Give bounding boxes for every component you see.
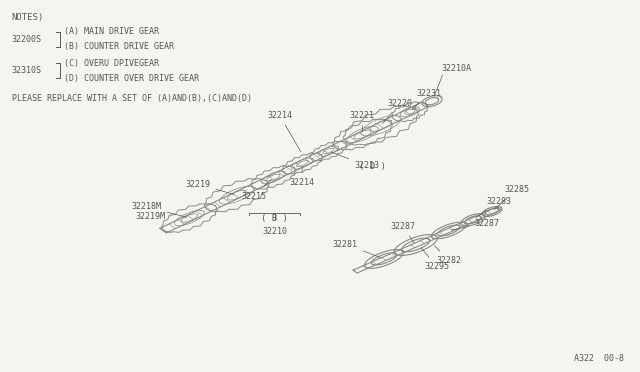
Text: 32219: 32219 <box>186 180 234 195</box>
Text: 32283: 32283 <box>476 197 511 218</box>
Text: 32214: 32214 <box>289 166 314 187</box>
Text: 32285: 32285 <box>494 185 530 210</box>
Text: (B) COUNTER DRIVE GEAR: (B) COUNTER DRIVE GEAR <box>64 42 174 51</box>
Text: 32221: 32221 <box>350 112 375 132</box>
Text: 32210: 32210 <box>262 227 287 236</box>
Text: 32231: 32231 <box>412 89 441 110</box>
Text: PLEASE REPLACE WITH A SET OF (A)AND(B),(C)AND(D): PLEASE REPLACE WITH A SET OF (A)AND(B),(… <box>12 94 252 103</box>
Text: 32287: 32287 <box>452 218 499 230</box>
Text: 32219M: 32219M <box>135 212 171 221</box>
Text: ( B ): ( B ) <box>262 214 288 223</box>
Text: 32213: 32213 <box>331 152 379 170</box>
Text: 32310S: 32310S <box>12 66 42 75</box>
Text: 32282: 32282 <box>435 246 462 265</box>
Text: (A) MAIN DRIVE GEAR: (A) MAIN DRIVE GEAR <box>64 27 159 36</box>
Text: 32281: 32281 <box>333 240 381 258</box>
Text: (D) COUNTER OVER DRIVE GEAR: (D) COUNTER OVER DRIVE GEAR <box>64 74 199 83</box>
Text: 32210A: 32210A <box>442 64 472 73</box>
Text: 32295: 32295 <box>421 248 449 271</box>
Text: 32220: 32220 <box>383 99 412 124</box>
Text: A322  00-8: A322 00-8 <box>574 355 624 363</box>
Text: 32214: 32214 <box>267 111 301 152</box>
Text: 32218M: 32218M <box>132 202 187 217</box>
Text: 32200S: 32200S <box>12 35 42 44</box>
Text: (C) OVERU DPIVEGEAR: (C) OVERU DPIVEGEAR <box>64 59 159 68</box>
Text: ( D ): ( D ) <box>359 162 386 171</box>
Text: NOTES): NOTES) <box>12 13 44 22</box>
Text: 32287: 32287 <box>390 222 415 243</box>
Text: 32215: 32215 <box>241 179 271 201</box>
